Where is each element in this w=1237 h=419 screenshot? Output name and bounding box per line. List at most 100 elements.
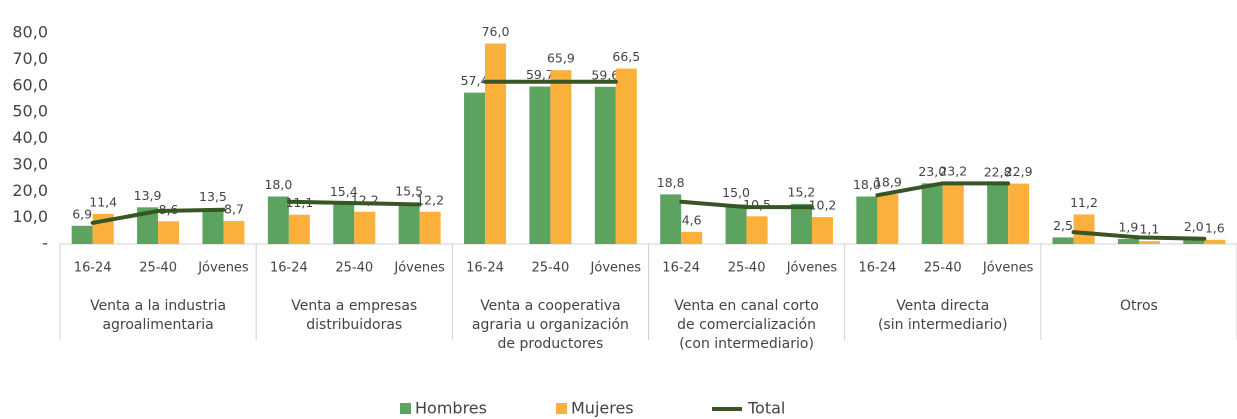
bar bbox=[550, 70, 572, 244]
bar bbox=[288, 214, 310, 244]
bar bbox=[660, 194, 682, 244]
bar bbox=[746, 216, 768, 244]
group-label: Venta a cooperativa bbox=[480, 298, 620, 314]
data-label: 22,8 bbox=[984, 164, 1012, 179]
bar bbox=[71, 225, 93, 244]
x-tick-label: Jóvenes bbox=[393, 261, 445, 276]
bar bbox=[1204, 239, 1226, 244]
bar bbox=[398, 203, 420, 244]
bar bbox=[464, 92, 486, 244]
bar bbox=[485, 43, 507, 244]
data-label: 65,9 bbox=[547, 51, 575, 66]
total-line bbox=[286, 199, 422, 207]
y-tick-label: 20,0 bbox=[12, 181, 48, 200]
bar bbox=[1183, 238, 1205, 244]
group-label: Otros bbox=[1120, 298, 1158, 314]
data-label: 18,8 bbox=[657, 175, 685, 190]
bar bbox=[790, 203, 812, 244]
data-label: 59,6 bbox=[591, 67, 619, 82]
data-label: 13,5 bbox=[199, 189, 227, 204]
data-label: 11,2 bbox=[1070, 195, 1098, 210]
data-label: 2,5 bbox=[1053, 218, 1073, 233]
total-line bbox=[1071, 230, 1207, 241]
data-label: 23,2 bbox=[939, 163, 967, 178]
data-label: 11,4 bbox=[89, 194, 117, 209]
x-tick-label: Jóvenes bbox=[786, 261, 838, 276]
bar bbox=[1073, 214, 1095, 244]
data-label: 18,9 bbox=[874, 175, 902, 190]
legend-label: Total bbox=[747, 399, 785, 418]
bar bbox=[681, 231, 703, 244]
bar bbox=[202, 208, 224, 244]
data-label: 10,2 bbox=[809, 198, 837, 213]
group-label: Venta a empresas bbox=[291, 298, 417, 314]
bar bbox=[942, 182, 964, 244]
y-tick-label: 10,0 bbox=[12, 207, 48, 226]
data-label: 13,9 bbox=[134, 188, 162, 203]
group-label: agraria u organización bbox=[472, 317, 629, 333]
x-tick-label: 16-24 bbox=[662, 261, 700, 276]
group-label: agroalimentaria bbox=[102, 317, 213, 333]
group-label: Venta directa bbox=[896, 298, 989, 314]
y-tick-label: 70,0 bbox=[12, 49, 48, 68]
data-label: 15,4 bbox=[330, 184, 358, 199]
y-tick-label: 60,0 bbox=[12, 75, 48, 94]
total-line bbox=[679, 199, 814, 210]
data-label: 10,5 bbox=[743, 197, 771, 212]
x-tick-label: 16-24 bbox=[466, 261, 504, 276]
bar bbox=[1138, 241, 1160, 244]
bar bbox=[267, 196, 289, 244]
group-label: de productores bbox=[498, 336, 604, 352]
x-tick-label: 25-40 bbox=[335, 261, 373, 276]
data-label: 1,6 bbox=[1205, 220, 1225, 235]
x-tick-label: 16-24 bbox=[74, 261, 112, 276]
legend-swatch bbox=[556, 403, 567, 414]
bar bbox=[725, 204, 747, 244]
bar bbox=[1117, 238, 1139, 244]
x-tick-label: 25-40 bbox=[728, 261, 766, 276]
x-tick-label: Jóvenes bbox=[197, 261, 249, 276]
legend-label: Hombres bbox=[415, 399, 487, 418]
data-label: 1,9 bbox=[1118, 219, 1138, 234]
bar bbox=[354, 211, 376, 244]
data-label: 15,2 bbox=[788, 184, 816, 199]
group-label: (con intermediario) bbox=[679, 336, 814, 352]
total-line bbox=[90, 207, 226, 225]
x-tick-label: Jóvenes bbox=[590, 261, 642, 276]
group-label: Venta en canal corto bbox=[674, 298, 819, 314]
x-tick-label: 25-40 bbox=[139, 261, 177, 276]
data-label: 15,0 bbox=[722, 185, 750, 200]
data-label: 23,0 bbox=[918, 164, 946, 179]
bar bbox=[333, 203, 355, 244]
data-label: 66,5 bbox=[612, 49, 640, 64]
group-label: (sin intermediario) bbox=[878, 317, 1008, 333]
bar bbox=[137, 207, 159, 244]
y-tick-label: 80,0 bbox=[12, 23, 48, 42]
y-tick-label: 50,0 bbox=[12, 102, 48, 121]
bar bbox=[158, 221, 180, 244]
data-label: 6,9 bbox=[72, 206, 92, 221]
data-label: 15,5 bbox=[395, 184, 423, 199]
bar bbox=[811, 217, 833, 244]
bar bbox=[1008, 183, 1030, 244]
data-label: 12,2 bbox=[416, 192, 444, 207]
group-label: de comercialización bbox=[677, 317, 816, 333]
data-label: 57,4 bbox=[461, 73, 489, 88]
group-label: Venta a la industria bbox=[90, 298, 226, 314]
data-label: 59,7 bbox=[526, 67, 554, 82]
x-tick-label: 25-40 bbox=[924, 261, 962, 276]
y-tick-label: - bbox=[42, 234, 48, 253]
data-label: 1,1 bbox=[1139, 222, 1159, 237]
legend-label: Mujeres bbox=[571, 399, 634, 418]
x-tick-label: 16-24 bbox=[270, 261, 308, 276]
bar bbox=[987, 183, 1009, 244]
x-tick-label: 25-40 bbox=[532, 261, 570, 276]
y-tick-label: 30,0 bbox=[12, 154, 48, 173]
bar bbox=[1052, 237, 1074, 244]
data-label: 4,6 bbox=[682, 212, 702, 227]
legend-swatch bbox=[400, 403, 411, 414]
bar bbox=[594, 86, 616, 245]
data-label: 2,0 bbox=[1184, 219, 1204, 234]
x-tick-label: Jóvenes bbox=[982, 261, 1034, 276]
